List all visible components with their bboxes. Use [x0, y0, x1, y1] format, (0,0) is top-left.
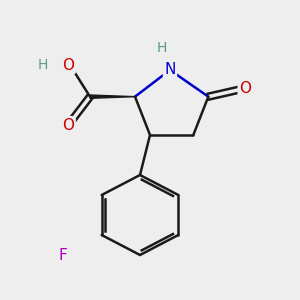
Text: N: N [164, 62, 176, 77]
Polygon shape [90, 95, 135, 98]
Text: H: H [38, 58, 48, 72]
Text: O: O [239, 81, 251, 96]
Text: H: H [157, 41, 167, 55]
Text: O: O [62, 118, 74, 133]
Text: O: O [62, 58, 74, 73]
Text: F: F [59, 248, 68, 262]
